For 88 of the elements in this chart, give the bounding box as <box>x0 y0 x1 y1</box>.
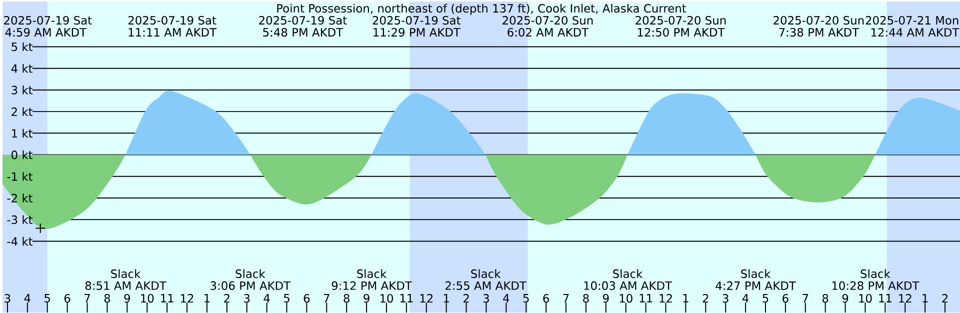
y-tick-label: -3 kt <box>7 215 33 224</box>
x-tick-label: 7 <box>802 294 808 302</box>
x-tick-label: 3 <box>4 294 10 303</box>
x-tick-label: 12 <box>180 294 194 302</box>
x-tick-label: 11 <box>640 294 652 302</box>
annotation: Slack <box>613 269 643 278</box>
annotation: 7:38 PM AKDT <box>779 28 860 37</box>
x-tick-label: 6 <box>64 294 70 303</box>
y-tick-label: -4 kt <box>7 236 33 246</box>
x-tick-label: 6 <box>543 294 549 303</box>
y-tick-label: 4 kt <box>11 64 33 73</box>
y-tick-label: 1 kt <box>12 128 33 138</box>
annotation: 10:03 AM AKDT <box>584 281 672 290</box>
x-tick-label: 1 <box>922 294 928 302</box>
x-tick-label: 8 <box>344 294 350 303</box>
annotation: 4:27 PM AKDT <box>716 281 796 290</box>
x-tick-label: 1 <box>444 294 449 302</box>
x-tick-label: 10 <box>859 294 872 303</box>
annotation: 12:50 PM AKDT <box>638 28 725 37</box>
annotation: Slack <box>111 269 141 278</box>
annotation: 6:02 AM AKDT <box>508 28 589 37</box>
x-tick-label: 5 <box>284 294 290 303</box>
x-tick-label: 2 <box>224 294 230 302</box>
x-tick-label: 7 <box>324 294 330 302</box>
x-tick-label: 5 <box>523 294 529 303</box>
x-tick-label: 2 <box>702 294 708 302</box>
x-tick-label: 10 <box>141 294 154 303</box>
x-tick-label: 10 <box>380 294 393 303</box>
x-tick-label: 9 <box>603 294 609 303</box>
x-tick-label: 6 <box>304 294 310 303</box>
annotation: 11:29 PM AKDT <box>374 28 460 37</box>
annotation: 2025-07-19 Sat <box>372 16 461 25</box>
annotation: 5:48 PM AKDT <box>263 28 344 37</box>
x-tick-label: 2 <box>942 294 948 302</box>
annotation: 2:55 AM AKDT <box>446 281 526 290</box>
annotation: 2025-07-19 Sat <box>4 16 92 25</box>
annotation: 10:28 PM AKDT <box>832 281 920 290</box>
annotation: 2025-07-20 Sun <box>502 16 593 25</box>
chart-title: Point Possession, northeast of (depth 137 ft), Cook Inlet, Alaska Current <box>277 4 686 15</box>
x-tick-label: 2 <box>463 294 469 302</box>
x-tick-label: 7 <box>84 294 90 302</box>
x-tick-label: 12 <box>660 294 672 302</box>
x-tick-label: 6 <box>782 294 788 303</box>
annotation: Slack <box>741 269 771 278</box>
x-tick-label: 10 <box>620 294 632 303</box>
x-tick-label: 5 <box>44 294 50 303</box>
y-tick-label: -2 kt <box>7 194 33 202</box>
x-tick-label: 9 <box>842 294 848 303</box>
x-tick-label: 3 <box>722 294 728 303</box>
x-tick-label: 4 <box>24 294 30 302</box>
x-tick-label: 1 <box>204 294 210 302</box>
x-tick-label: 12 <box>899 294 912 302</box>
annotation: 3:06 PM AKDT <box>210 281 291 290</box>
x-tick-label: 11 <box>161 294 174 302</box>
x-tick-label: 11 <box>879 294 892 302</box>
x-tick-label: 1 <box>683 294 688 302</box>
x-tick-label: 3 <box>244 294 250 303</box>
x-tick-label: 3 <box>483 294 489 303</box>
annotation: 2025-07-20 Sun <box>774 16 864 25</box>
y-tick-label: 5 kt <box>12 42 33 52</box>
y-tick-label: 3 kt <box>12 86 33 94</box>
annotation: 2025-07-21 Mon <box>866 16 958 25</box>
x-tick-label: 8 <box>822 294 828 303</box>
x-tick-label: 11 <box>400 294 413 302</box>
annotation: Slack <box>860 269 890 278</box>
y-tick-label: 2 kt <box>12 107 33 116</box>
x-tick-label: 9 <box>364 294 370 303</box>
y-tick-label: -1 kt <box>7 172 33 181</box>
annotation: 11:11 AM AKDT <box>128 28 217 36</box>
x-tick-label: 8 <box>104 294 110 303</box>
x-tick-label: 4 <box>742 294 749 302</box>
annotation: Slack <box>471 269 501 278</box>
annotation: 8:51 AM AKDT <box>85 281 166 290</box>
annotation: Slack <box>357 269 387 278</box>
x-tick-label: 8 <box>583 294 589 303</box>
annotation: 2025-07-20 Sun <box>636 16 726 25</box>
annotation: 2025-07-19 Sat <box>259 16 347 25</box>
annotation: 9:12 PM AKDT <box>332 281 412 290</box>
annotation: Slack <box>236 269 266 278</box>
x-tick-label: 7 <box>563 294 569 302</box>
x-tick-label: 12 <box>420 294 433 302</box>
x-tick-label: 4 <box>264 294 270 302</box>
x-tick-label: 5 <box>762 294 768 303</box>
annotation: 4:59 AM AKDT <box>5 28 87 37</box>
x-tick-label: 9 <box>124 294 130 303</box>
annotation: 12:44 AM AKDT <box>871 28 960 37</box>
x-tick-label: 4 <box>503 294 510 302</box>
annotation: 2025-07-19 Sat <box>128 16 216 25</box>
